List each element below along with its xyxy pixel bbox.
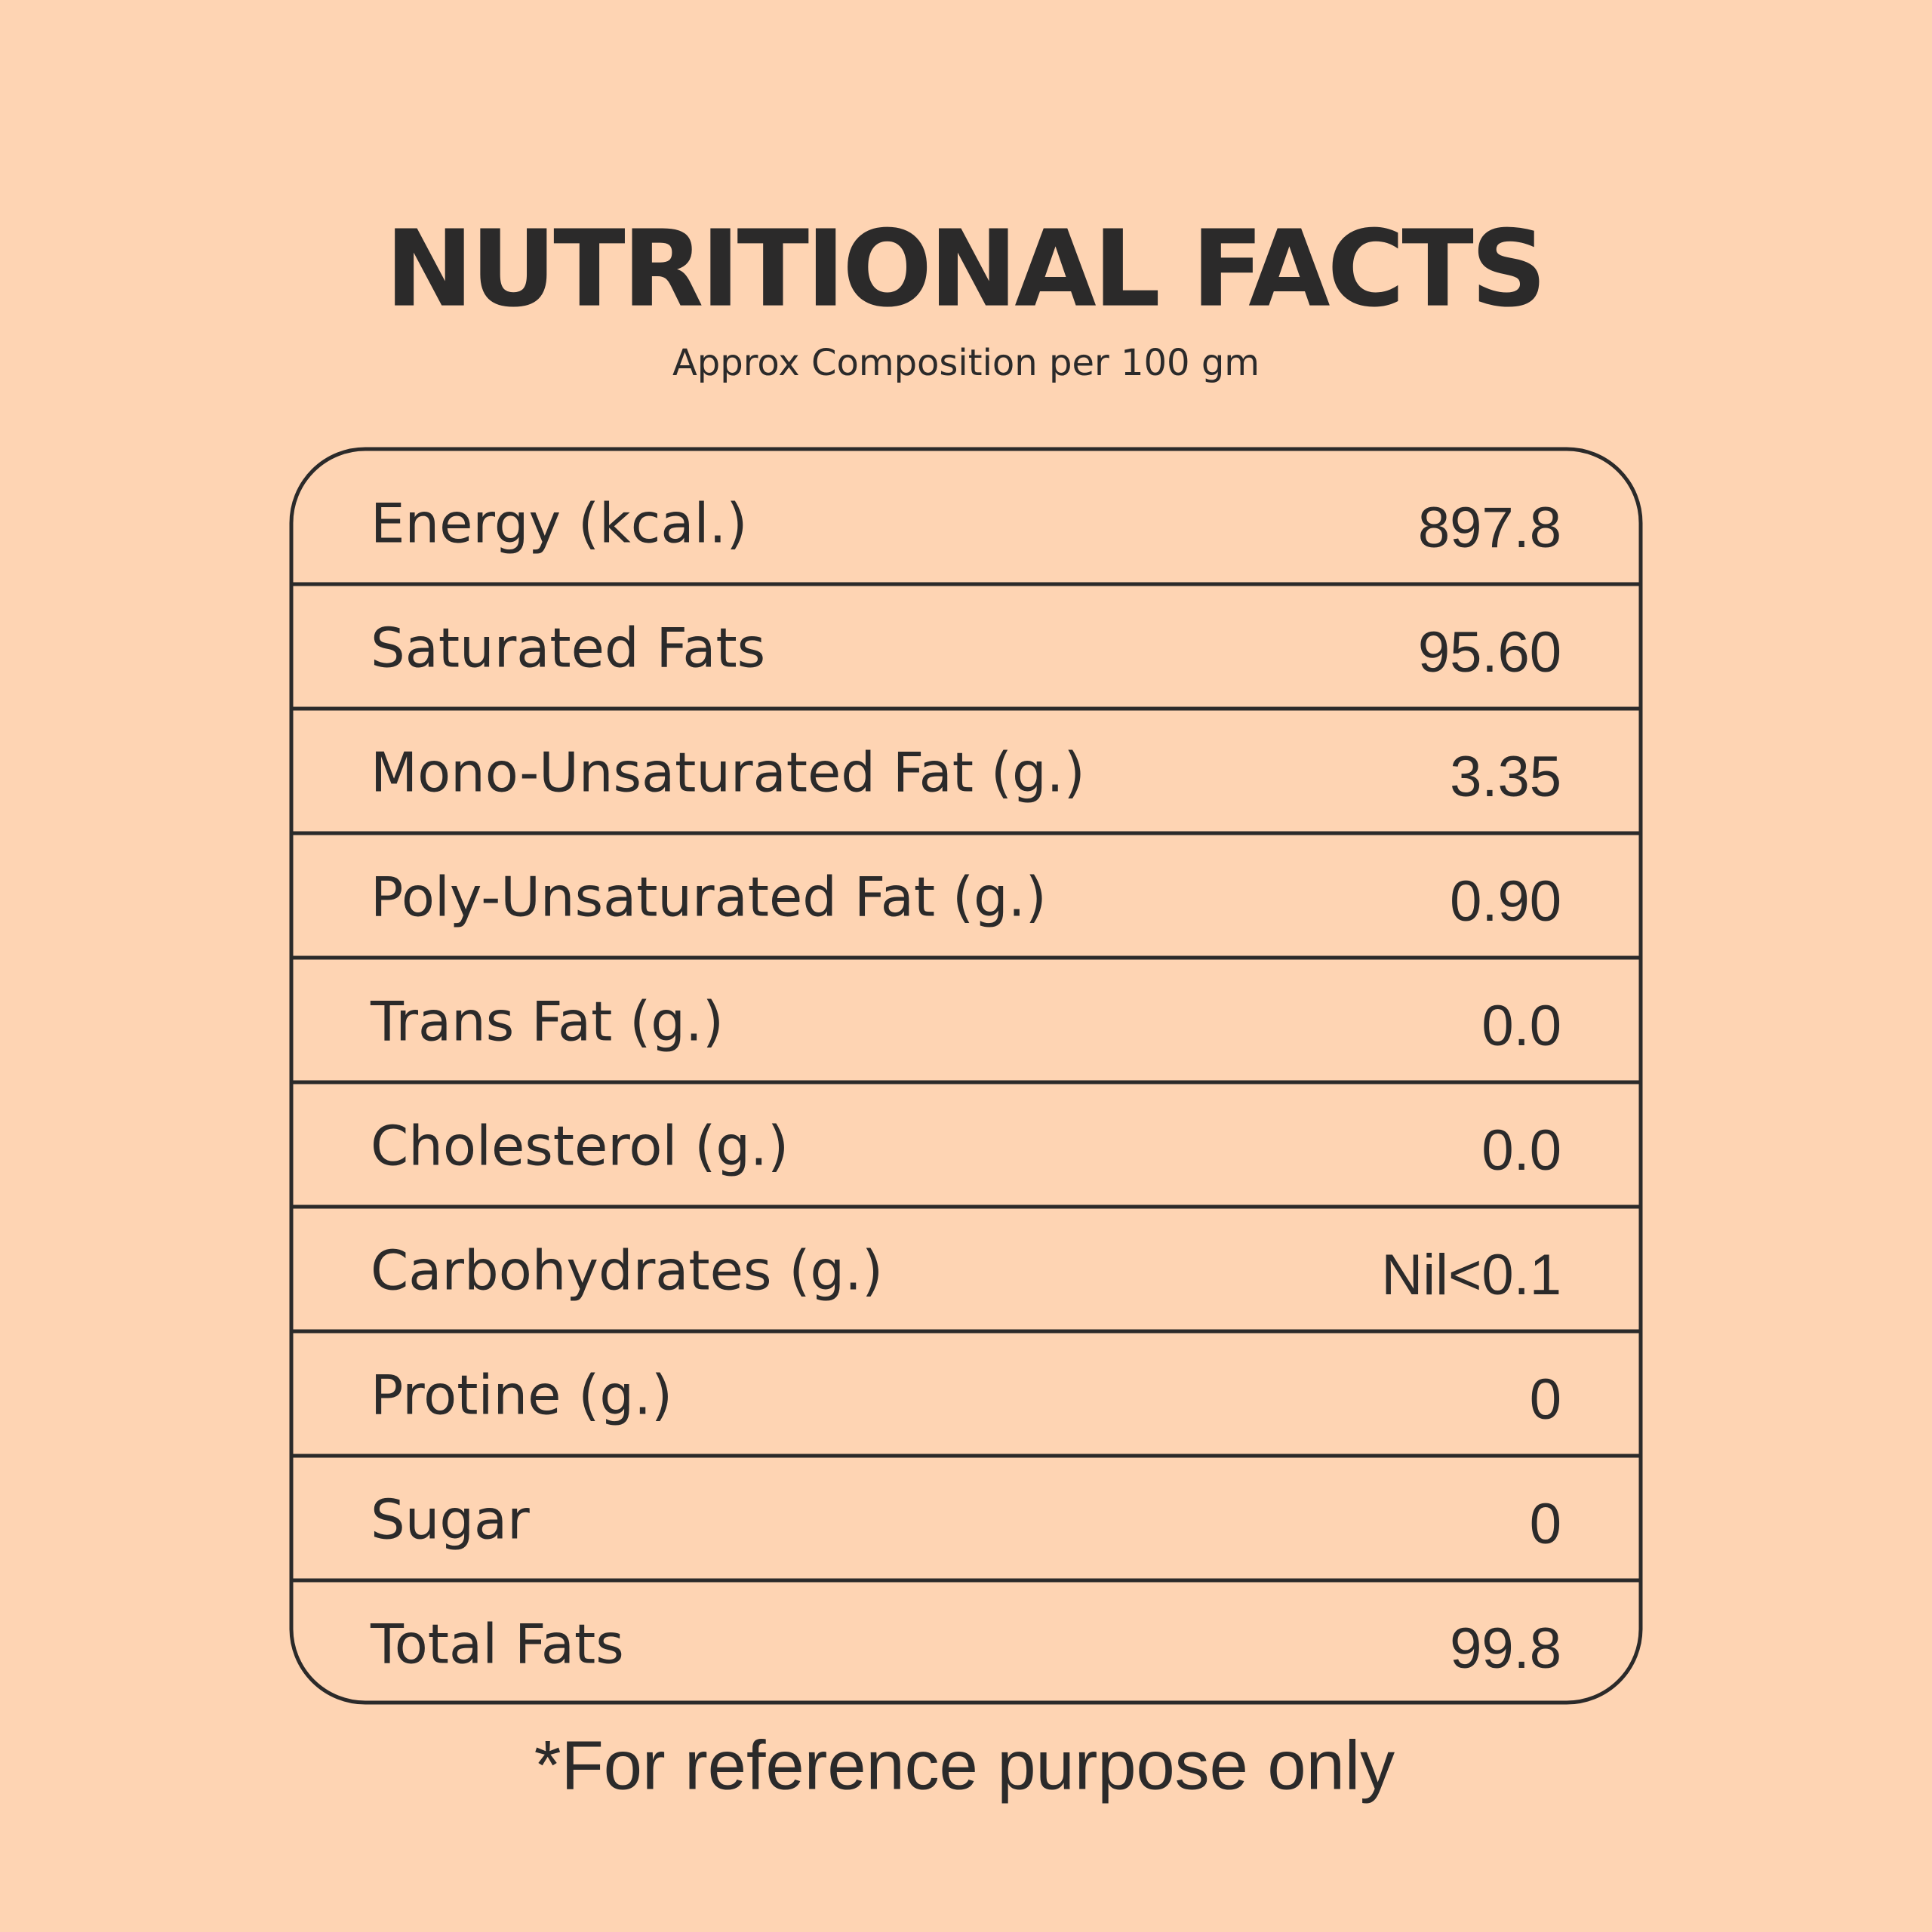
- row-label: Saturated Fats: [371, 617, 765, 680]
- row-value: 0.0: [1481, 994, 1561, 1058]
- row-value: 897.8: [1418, 496, 1561, 560]
- title: NUTRITIONAL FACTS: [385, 208, 1543, 331]
- row-value: 0.0: [1481, 1118, 1561, 1183]
- row-value: 0: [1530, 1492, 1561, 1556]
- row-label: Total Fats: [370, 1613, 624, 1676]
- table-border: [289, 447, 1643, 1705]
- row-label: Carbohydrates (g.): [371, 1239, 883, 1303]
- row-value: 0: [1530, 1367, 1561, 1432]
- row-value: 0.90: [1450, 869, 1561, 934]
- row-label: Cholesterol (g.): [371, 1115, 789, 1178]
- row-label: Protine (g.): [371, 1364, 672, 1427]
- row-value: 3.35: [1450, 745, 1561, 809]
- subtitle: Approx Composition per 100 gm: [672, 342, 1260, 384]
- row-label: Poly-Unsaturated Fat (g.): [371, 866, 1047, 929]
- row-value: 95.60: [1418, 620, 1561, 685]
- row-label: Sugar: [371, 1488, 530, 1552]
- row-label: Mono-Unsaturated Fat (g.): [371, 741, 1085, 804]
- footnote: *For reference purpose only: [534, 1727, 1395, 1804]
- row-value: 99.8: [1450, 1617, 1561, 1681]
- row-label: Energy (kcal.): [371, 492, 747, 555]
- row-value: Nil<0.1: [1381, 1243, 1561, 1307]
- row-label: Trans Fat (g.): [370, 990, 724, 1054]
